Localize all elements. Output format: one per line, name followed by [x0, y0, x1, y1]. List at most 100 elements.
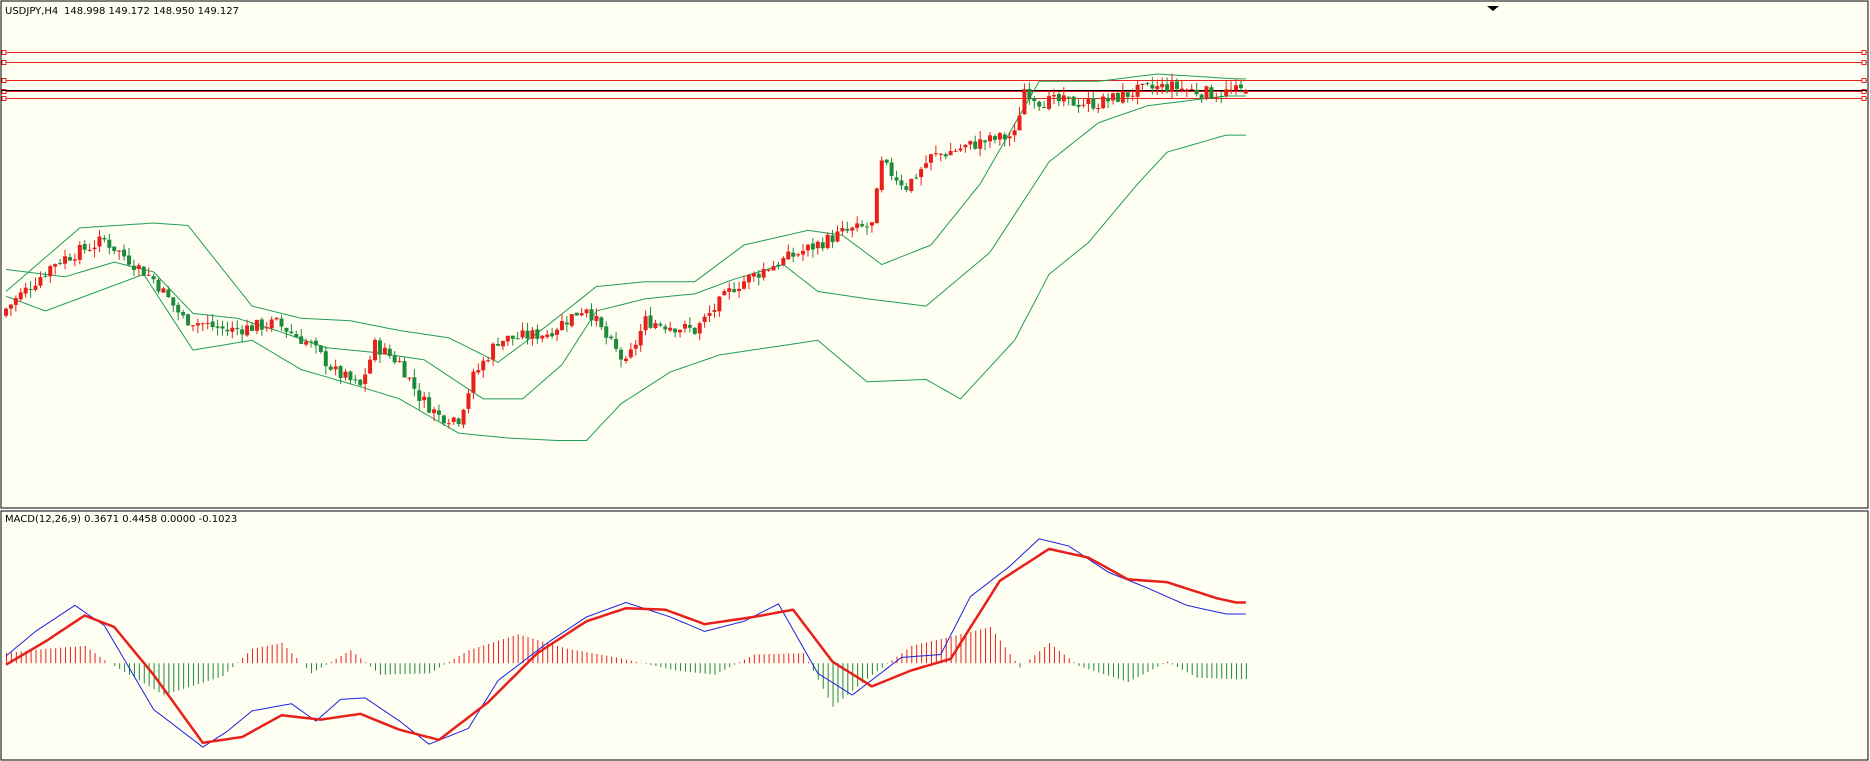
- candle-bull: [638, 330, 643, 346]
- candle-bear: [328, 366, 333, 370]
- candle-bull: [1061, 95, 1066, 102]
- candle-bull: [382, 347, 387, 355]
- candle-bull: [72, 259, 77, 261]
- candle-bull: [1179, 88, 1184, 91]
- candle-bull: [1214, 97, 1219, 99]
- candle-bear: [28, 288, 33, 290]
- candle-bear: [1150, 84, 1155, 89]
- candle-bull: [461, 409, 466, 425]
- candle-bull: [48, 266, 53, 277]
- candle-bull: [269, 319, 274, 329]
- candle-bear: [171, 297, 176, 306]
- candle-bear: [427, 397, 432, 413]
- horizontal-levels: [1, 50, 1867, 101]
- candle-bear: [865, 226, 869, 228]
- candle-bull: [304, 341, 309, 345]
- candle-bear: [210, 321, 215, 328]
- candle-bear: [377, 340, 382, 355]
- candle-bear: [619, 349, 623, 360]
- candle-bull: [727, 288, 732, 292]
- candle-bear: [176, 304, 181, 313]
- candle-bull: [1017, 115, 1022, 131]
- candle-bear: [250, 325, 254, 331]
- level-handle-left: [1, 60, 7, 65]
- candle-bear: [515, 338, 520, 340]
- candle-bull: [928, 154, 933, 163]
- candle-bull: [422, 396, 427, 401]
- candle-bear: [112, 246, 117, 252]
- candle-bear: [387, 348, 392, 356]
- candle-bull: [997, 133, 1002, 140]
- candle-bear: [599, 317, 604, 328]
- candle-bear: [791, 252, 796, 257]
- candle-bull: [481, 360, 486, 371]
- candle-bear: [525, 330, 530, 339]
- candle-bear: [67, 257, 72, 261]
- candle-bear: [353, 379, 358, 381]
- candle-bull: [77, 244, 82, 260]
- candle-bull: [1012, 130, 1017, 136]
- candle-bear: [756, 273, 761, 278]
- candle-bull: [559, 321, 564, 331]
- candle-bull: [1204, 86, 1209, 99]
- candle-bear: [1091, 98, 1096, 109]
- candle-bull: [801, 250, 806, 255]
- candle-bull: [274, 317, 279, 320]
- candle-bull: [363, 374, 368, 384]
- candle-bull: [584, 309, 589, 314]
- candle-bull: [146, 274, 151, 276]
- candle-bear: [845, 228, 850, 231]
- candle-bull: [707, 313, 712, 316]
- candle-bear: [1037, 101, 1042, 107]
- candle-bull: [1155, 86, 1160, 90]
- candle-bear: [904, 186, 909, 190]
- candle-bear: [1145, 83, 1150, 85]
- candle-bull: [1130, 95, 1135, 97]
- candle-bear: [215, 326, 220, 328]
- candle-bear: [1071, 96, 1076, 106]
- candle-bull: [23, 287, 28, 294]
- price-panel: [0, 0, 1869, 509]
- candle-bull: [668, 327, 673, 331]
- candle-bear: [412, 377, 417, 389]
- candle-bull: [38, 277, 43, 286]
- candle-bear: [899, 180, 904, 186]
- level-handle-left: [1, 96, 7, 101]
- candle-bull: [924, 163, 929, 168]
- candle-bear: [338, 366, 343, 378]
- candle-bull: [505, 335, 510, 342]
- candle-bear: [58, 262, 63, 264]
- candle-bull: [850, 227, 855, 231]
- candle-bull: [1101, 96, 1106, 109]
- candle-bear: [166, 289, 171, 298]
- candle-bear: [402, 361, 407, 378]
- candle-bear: [225, 329, 230, 332]
- candle-bear: [186, 314, 191, 326]
- level-handle-left: [1, 50, 7, 55]
- candle-bear: [299, 336, 304, 344]
- candle-bull: [397, 361, 402, 363]
- candle-bear: [1032, 98, 1037, 101]
- candle-bull: [8, 304, 13, 309]
- candle-bear: [1002, 134, 1007, 140]
- macd-lines: [5, 538, 1246, 748]
- candle-bull: [594, 315, 599, 321]
- candle-bear: [589, 309, 594, 321]
- candle-bull: [87, 249, 92, 251]
- signal-line: [5, 547, 1246, 745]
- candle-bear: [992, 136, 997, 140]
- candle-bear: [1219, 96, 1224, 98]
- candle-bear: [181, 312, 186, 316]
- candle-bull: [476, 370, 481, 373]
- candle-bull: [555, 329, 560, 335]
- macd-panel: [0, 510, 1869, 761]
- candle-bull: [18, 292, 23, 300]
- candle-bull: [855, 223, 860, 228]
- candle-bear: [102, 237, 107, 240]
- candle-bull: [92, 247, 97, 250]
- candle-bull: [840, 228, 845, 232]
- candle-bull: [919, 169, 924, 178]
- candle-bull: [702, 316, 707, 323]
- candle-bear: [810, 243, 815, 250]
- shift-marker-icon[interactable]: [1487, 6, 1499, 11]
